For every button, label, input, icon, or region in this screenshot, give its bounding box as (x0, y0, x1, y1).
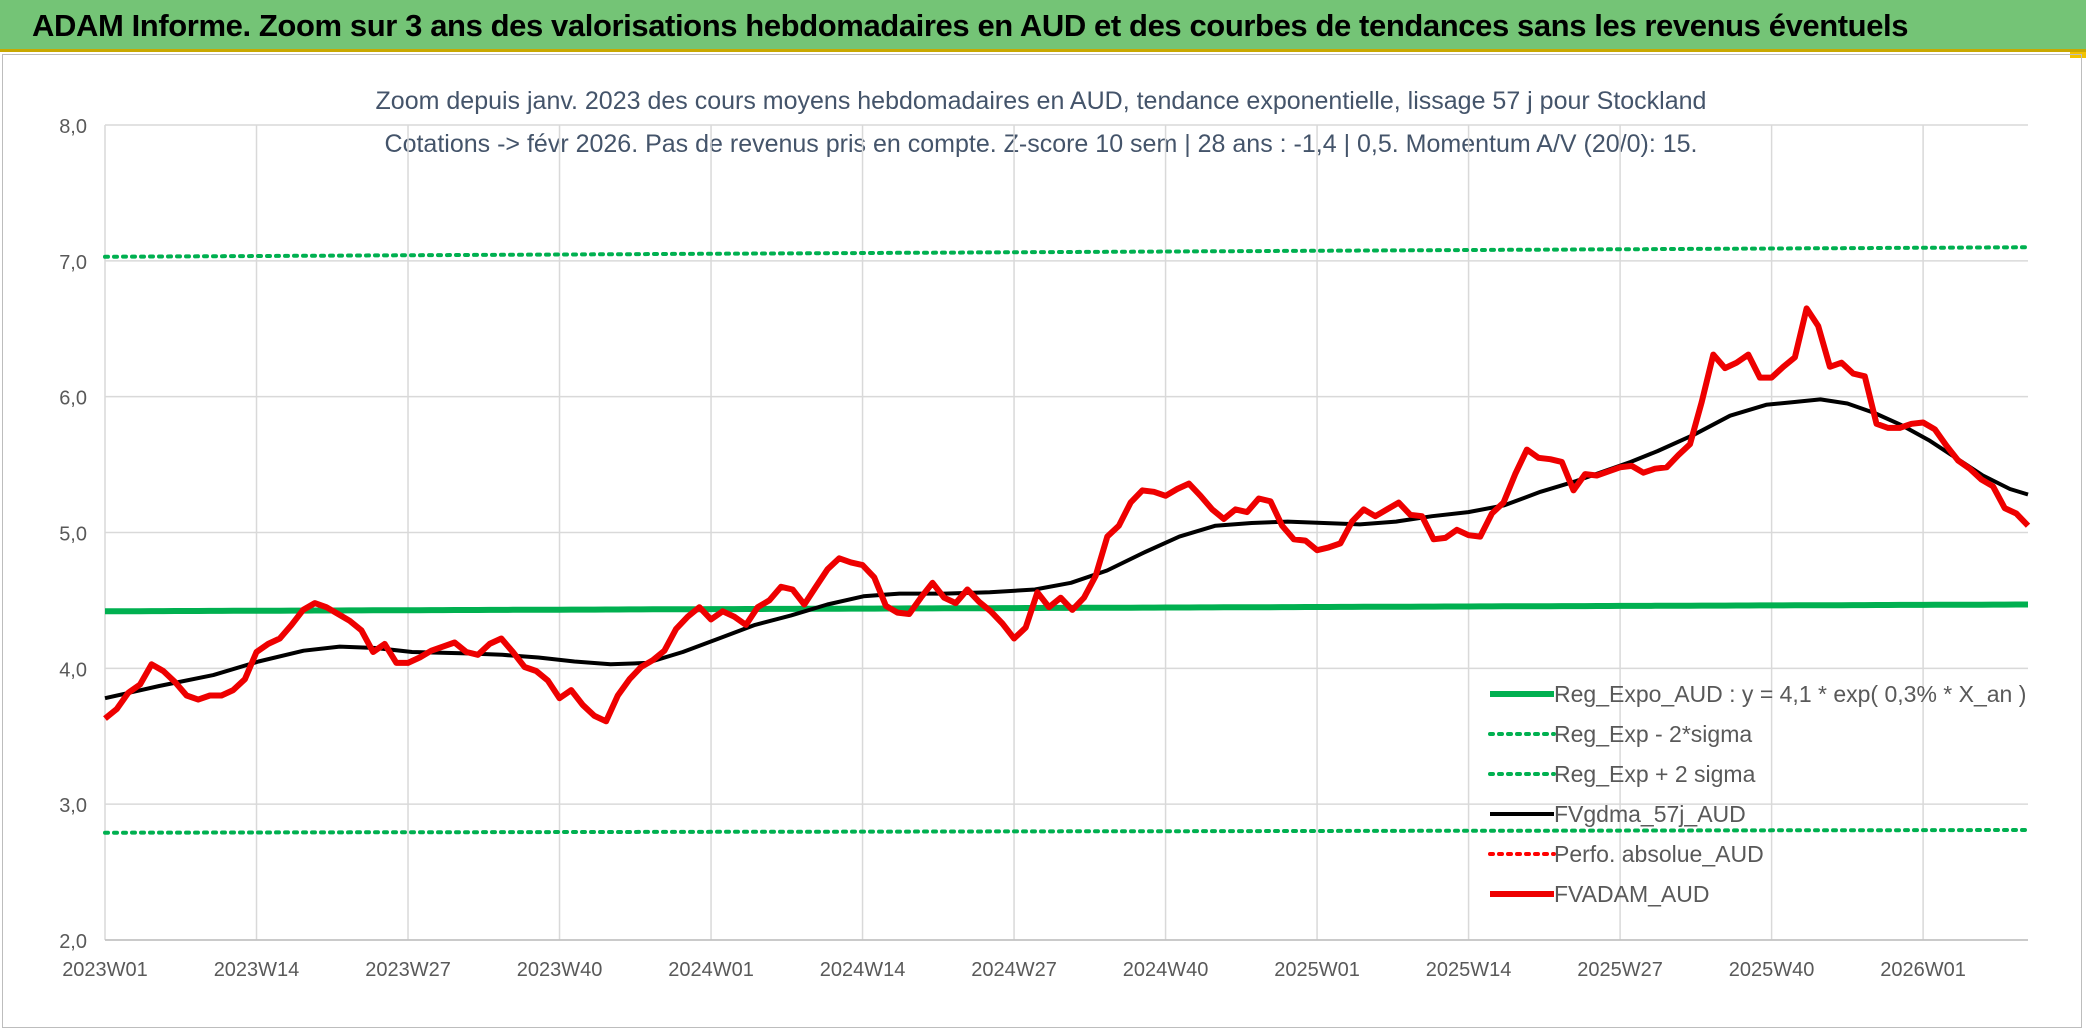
y-tick-label: 3,0 (59, 795, 87, 817)
series-line (103, 305, 2031, 725)
y-tick-label: 6,0 (59, 388, 87, 410)
x-tick-label: 2025W01 (1274, 959, 1360, 981)
legend-label: Perfo. absolue_AUD (1554, 841, 1764, 867)
x-tick-label: 2024W27 (971, 959, 1057, 981)
series-line (104, 397, 2029, 701)
chart-subtitle: Cotations -> févr 2026. Pas de revenus p… (385, 130, 1698, 158)
chart-series (103, 245, 2031, 835)
series-line (103, 245, 2030, 259)
corner-accent (2070, 52, 2086, 58)
y-axis: 2,0 3,0 4,0 5,0 6,0 7,0 8,0 (59, 116, 87, 953)
x-tick-label: 2023W14 (214, 959, 300, 981)
y-tick-label: 8,0 (59, 116, 87, 138)
report-banner: ADAM Informe. Zoom sur 3 ans des valoris… (0, 0, 2086, 52)
chart-title: Zoom depuis janv. 2023 des cours moyens … (376, 87, 1707, 115)
y-tick-label: 4,0 (59, 659, 87, 681)
x-tick-label: 2025W27 (1577, 959, 1663, 981)
x-tick-label: 2024W01 (668, 959, 754, 981)
y-tick-label: 7,0 (59, 252, 87, 274)
report-title: ADAM Informe. Zoom sur 3 ans des valoris… (32, 8, 1909, 43)
legend-label: FVgdma_57j_AUD (1554, 801, 1746, 827)
x-tick-label: 2024W40 (1123, 959, 1209, 981)
x-tick-label: 2024W14 (820, 959, 906, 981)
x-tick-label: 2026W01 (1880, 959, 1966, 981)
chart-frame (2, 54, 2082, 1028)
x-axis: 2023W01 2023W14 2023W27 2023W40 2024W01 2024W… (62, 939, 2028, 981)
x-tick-label: 2025W14 (1426, 959, 1512, 981)
legend-label: Reg_Exp - 2*sigma (1554, 721, 1752, 747)
legend-label: FVADAM_AUD (1554, 881, 1710, 907)
x-tick-label: 2023W01 (62, 959, 148, 981)
x-tick-label: 2023W40 (517, 959, 603, 981)
x-tick-label: 2025W40 (1729, 959, 1815, 981)
legend-label: Reg_Exp + 2 sigma (1554, 761, 1756, 787)
x-tick-label: 2023W27 (365, 959, 451, 981)
chart-legend: Reg_Expo_AUD : y = 4,1 * exp( 0,3% * X_a… (1488, 681, 2026, 907)
legend-label: Reg_Expo_AUD : y = 4,1 * exp( 0,3% * X_a… (1554, 681, 2026, 707)
y-tick-label: 2,0 (59, 931, 87, 953)
y-tick-label: 5,0 (59, 524, 87, 546)
series-line (103, 828, 2030, 835)
